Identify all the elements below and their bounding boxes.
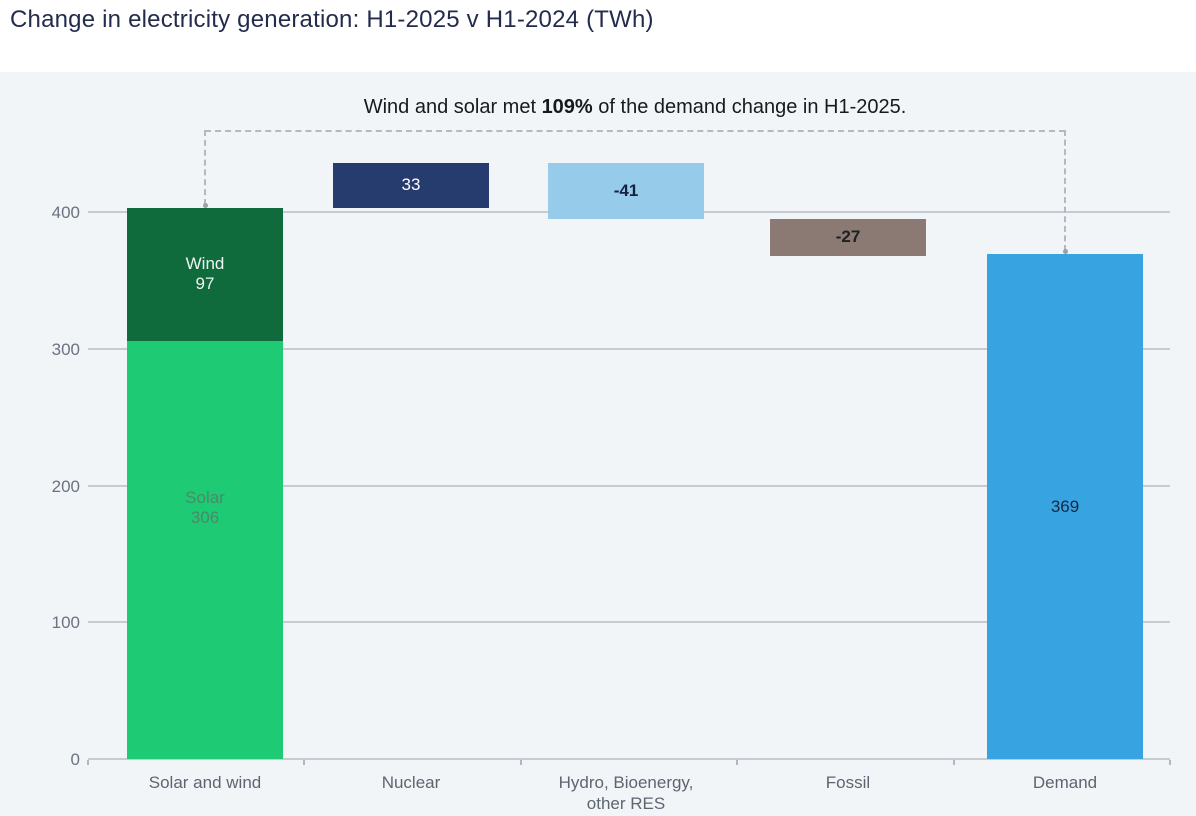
x-axis-label-3: Hydro, Bioenergy, other RES <box>558 773 694 813</box>
bar-fossil <box>770 218 926 256</box>
gridline <box>88 347 1170 350</box>
bar-nuclear <box>333 162 489 208</box>
x-axis-label-4: Fossil <box>825 773 871 792</box>
category-axis-tick <box>87 760 89 765</box>
category-axis-tick <box>1169 760 1171 765</box>
bracket-endpoint-dot-right <box>1062 249 1068 255</box>
x-axis-label-1: Solar and wind <box>148 773 262 792</box>
category-axis-tick <box>303 760 306 765</box>
bracket-line-left <box>204 130 206 205</box>
bar-segment-label-wind: Wind 97 <box>185 254 225 294</box>
gridline <box>88 484 1170 487</box>
bar-value-label-fossil: -27 <box>835 227 861 247</box>
bar-segment-label-solar: Solar 306 <box>185 487 225 527</box>
page-title: Change in electricity generation: H1-202… <box>10 6 654 33</box>
title-band <box>0 0 1196 72</box>
bar-segment-solar <box>127 340 283 759</box>
bar-value-label-demand: 369 <box>1050 496 1080 516</box>
bar-demand <box>987 254 1143 759</box>
x-axis-line <box>88 758 1170 760</box>
y-axis-tick-label: 100 <box>51 613 80 633</box>
bracket-endpoint-dot-left <box>202 202 208 208</box>
y-axis-tick-label: 300 <box>51 339 80 359</box>
annotation-prefix: Wind and solar met <box>363 96 542 118</box>
bar-value-label-nuclear: 33 <box>401 175 421 195</box>
y-axis-tick-label: 400 <box>51 203 80 222</box>
bracket-line-right <box>1064 130 1066 252</box>
x-axis-label-2: Nuclear <box>381 773 441 792</box>
annotation-suffix: of the demand change in H1-2025. <box>592 96 907 118</box>
bar-segment-wind <box>127 207 283 341</box>
y-axis-tick-label: 0 <box>70 750 80 769</box>
bracket-line-horizontal <box>205 130 1065 132</box>
annotation-highlight: 109% <box>541 96 593 118</box>
x-axis-label-5: Demand <box>1032 773 1098 792</box>
category-axis-tick <box>736 760 739 765</box>
bar-hydro-bioenergy <box>548 162 704 219</box>
category-axis-tick <box>952 760 955 765</box>
y-axis-tick-label: 200 <box>51 476 80 496</box>
bar-value-label-hydro-bioenergy: -41 <box>613 180 639 200</box>
annotation-text: Wind and solar met 109% of the demand ch… <box>205 96 1065 119</box>
category-axis-tick <box>519 760 522 765</box>
gridline <box>88 621 1170 624</box>
